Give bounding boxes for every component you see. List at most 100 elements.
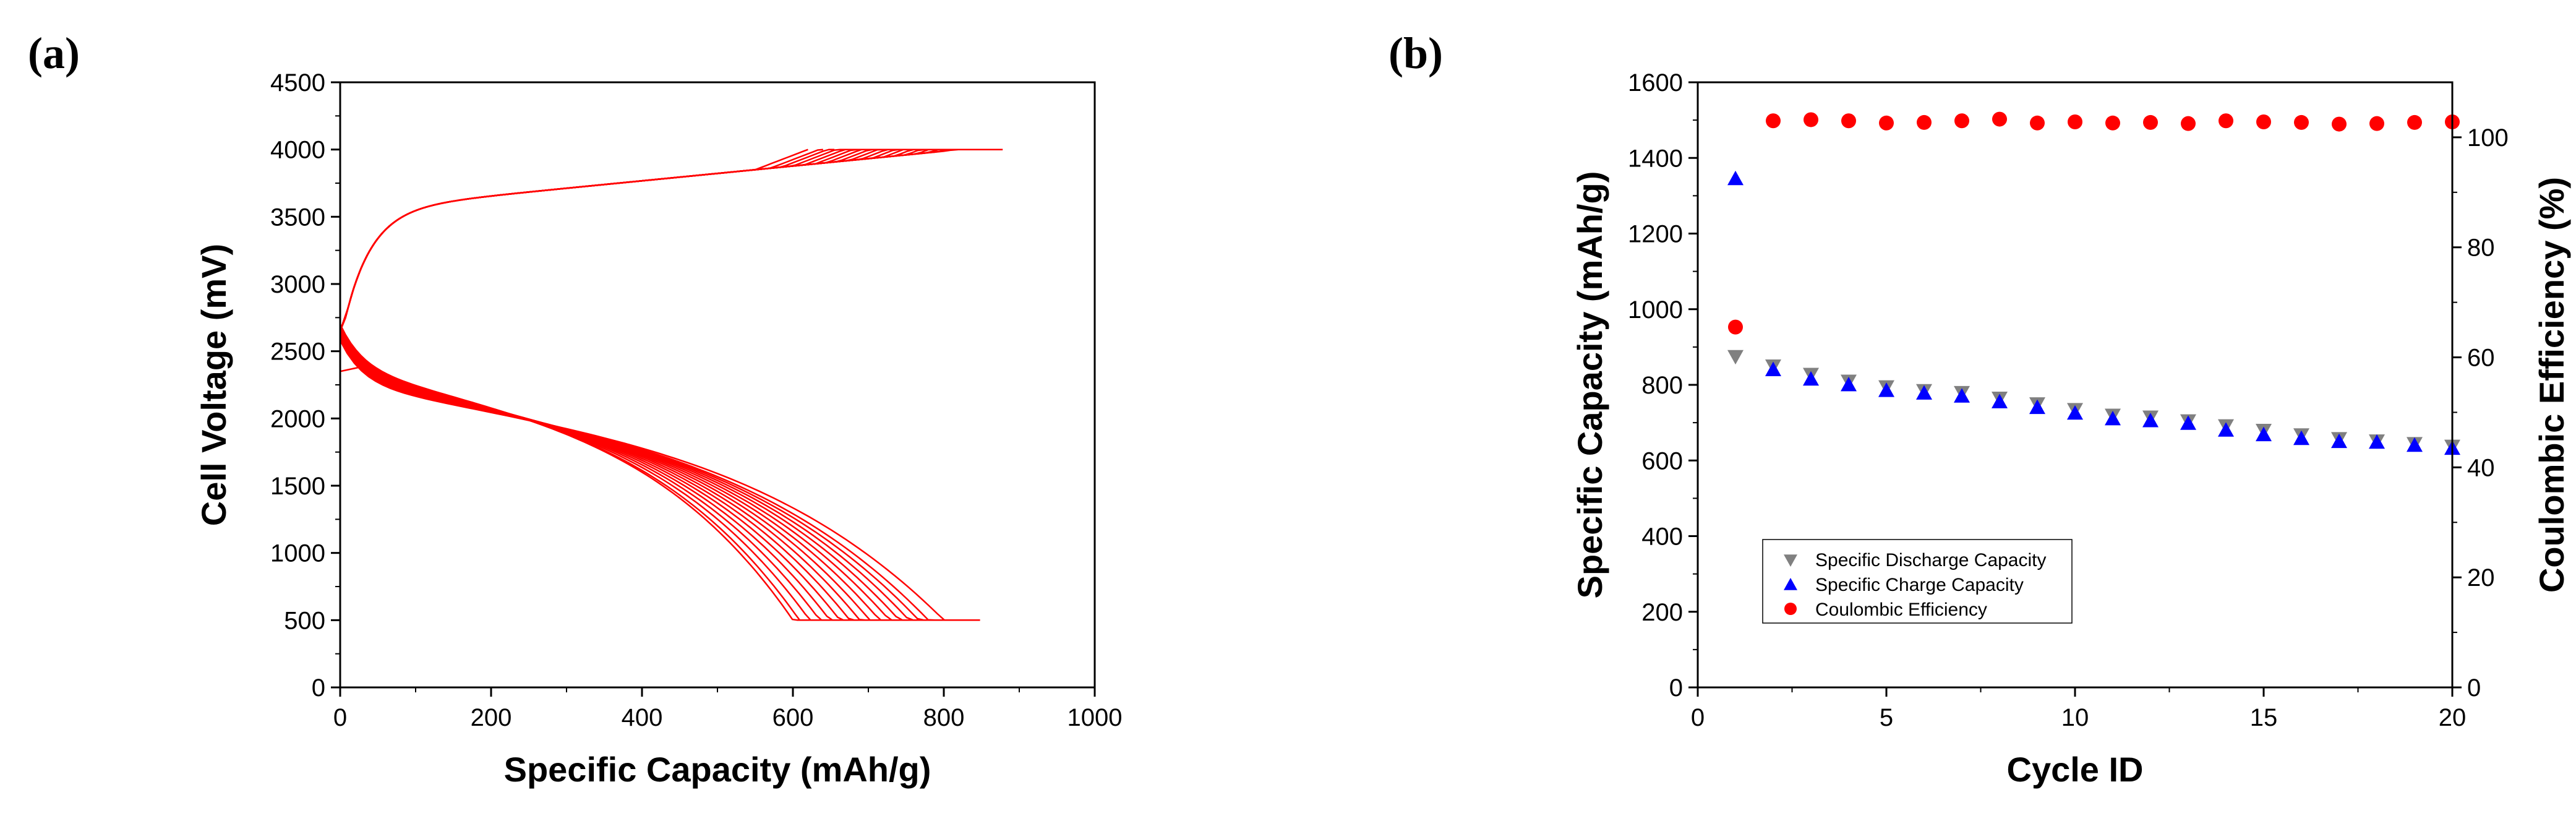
coulombic-efficiency-point: [1728, 319, 1743, 335]
coulombic-efficiency-point: [1879, 115, 1894, 131]
coulombic-efficiency-point: [2407, 114, 2422, 130]
y-tick-label: 3000: [270, 271, 325, 298]
panel-b-right-y-ticks: 0 20 40 60 80 100: [2452, 124, 2509, 702]
y-tick-label: 1200: [1628, 221, 1683, 248]
panel-b-label: (b): [1389, 28, 1443, 78]
discharge-curve: [339, 329, 861, 621]
discharge-curve: [339, 331, 884, 621]
discharge-curve: [339, 330, 873, 621]
discharge-curve: [339, 338, 963, 621]
discharge-curve: [339, 327, 839, 621]
right-y-tick-label: 80: [2467, 234, 2495, 262]
legend-marker-coulombic: [1784, 603, 1797, 615]
y-tick-label: 1400: [1628, 145, 1683, 172]
y-tick-label: 1000: [1628, 296, 1683, 324]
charge-curve: [339, 148, 868, 332]
coulombic-efficiency-point: [2143, 114, 2158, 130]
charge-curve: [339, 148, 891, 332]
y-tick-label: 0: [1669, 674, 1683, 702]
panel-a-label: (a): [28, 28, 80, 78]
discharge-curve: [339, 325, 816, 621]
coulombic-efficiency-point: [1917, 114, 1932, 130]
x-tick-label: 1000: [1068, 704, 1123, 731]
x-tick-label: 15: [2250, 704, 2278, 731]
y-tick-label: 4500: [270, 69, 325, 97]
discharge-curve: [339, 340, 980, 621]
right-y-tick-label: 20: [2467, 564, 2495, 591]
charge-curve: [339, 148, 857, 332]
discharge-curve: [339, 324, 808, 621]
charge-capacity-point: [2256, 426, 2272, 442]
charge-capacity-point: [1878, 382, 1894, 397]
charge-curve: [339, 148, 970, 332]
panel-b-x-ticks: 0 5 10 15 20: [1691, 687, 2466, 731]
coulombic-efficiency-point: [2332, 116, 2347, 132]
y-tick-label: 200: [1641, 599, 1683, 626]
y-tick-label: 1600: [1628, 69, 1683, 97]
voltage-curves: [339, 148, 1003, 621]
scatter-points: [1727, 111, 2460, 455]
charge-capacity-point: [1727, 170, 1744, 186]
charge-capacity-point: [2029, 399, 2045, 415]
legend-marker-charge: [1784, 578, 1797, 590]
charge-capacity-point: [1954, 388, 1970, 403]
y-tick-label: 3500: [270, 204, 325, 231]
charge-capacity-point: [1803, 371, 1819, 386]
panel-b-left-y-axis-title: Specific Capacity (mAh/g): [1570, 171, 1609, 599]
charge-capacity-point: [2218, 422, 2234, 437]
charge-capacity-point: [2142, 413, 2159, 428]
y-tick-label: 400: [1641, 523, 1683, 551]
y-tick-label: 1500: [270, 473, 325, 500]
coulombic-efficiency-point: [1804, 112, 1818, 127]
legend-box: [1762, 539, 2073, 624]
x-tick-label: 10: [2061, 704, 2089, 731]
legend-item-charge: Specific Charge Capacity: [1815, 575, 2024, 595]
coulombic-efficiency-point: [2294, 114, 2309, 130]
panel-a-y-axis-title: Cell Voltage (mV): [194, 244, 233, 526]
x-tick-label: 20: [2439, 704, 2467, 731]
rest-segment: [339, 264, 359, 493]
coulombic-efficiency-point: [2219, 113, 2233, 129]
y-tick-label: 500: [284, 607, 325, 634]
y-tick-label: 0: [312, 674, 325, 702]
right-y-tick-label: 0: [2467, 674, 2481, 702]
charge-capacity-point: [1916, 385, 1932, 400]
charge-capacity-point: [2105, 411, 2121, 426]
y-tick-label: 2500: [270, 338, 325, 366]
charge-curve: [339, 148, 902, 332]
coulombic-efficiency-point: [2068, 114, 2082, 130]
charge-capacity-point: [1765, 361, 1781, 376]
y-tick-label: 600: [1641, 447, 1683, 475]
charge-curve: [339, 148, 808, 332]
charge-curve: [339, 148, 914, 332]
panel-a-x-ticks: 0 200 400 600 800 1000: [333, 687, 1123, 731]
charge-capacity-point: [2407, 437, 2423, 452]
y-tick-label: 2000: [270, 405, 325, 432]
charge-capacity-point: [2067, 405, 2083, 420]
x-tick-label: 200: [471, 704, 512, 731]
legend-marker-discharge: [1784, 554, 1797, 567]
panel-b-right-y-axis-title: Coulombic Efficiency (%): [2532, 177, 2571, 593]
coulombic-efficiency-point: [1954, 113, 1969, 129]
charge-capacity-point: [2180, 415, 2196, 430]
coulombic-efficiency-point: [2369, 116, 2384, 131]
charge-curve: [339, 148, 1003, 332]
charge-curve: [339, 148, 948, 332]
coulombic-efficiency-point: [2256, 114, 2271, 130]
y-tick-label: 1000: [270, 540, 325, 567]
panel-b: (b) 0 5 10 15 20 020040060080010001200140016…: [1389, 28, 2571, 789]
charge-curve: [339, 148, 993, 332]
panel-a: (a) 0 200 400 600 800 1000 0 500 1000 1500 2000 25…: [28, 28, 1122, 789]
discharge-capacity-point: [1727, 350, 1744, 365]
legend-item-discharge: Specific Discharge Capacity: [1815, 550, 2047, 570]
charge-curve: [339, 148, 959, 332]
x-tick-label: 400: [622, 704, 663, 731]
charge-curve: [339, 148, 936, 332]
right-y-tick-label: 40: [2467, 454, 2495, 481]
x-tick-label: 0: [333, 704, 347, 731]
legend-markers: [1784, 554, 1797, 615]
legend: Specific Discharge Capacity Specific Cha…: [1762, 539, 2073, 624]
charge-curve: [339, 148, 823, 332]
legend-item-coulombic: Coulombic Efficiency: [1815, 600, 1987, 620]
